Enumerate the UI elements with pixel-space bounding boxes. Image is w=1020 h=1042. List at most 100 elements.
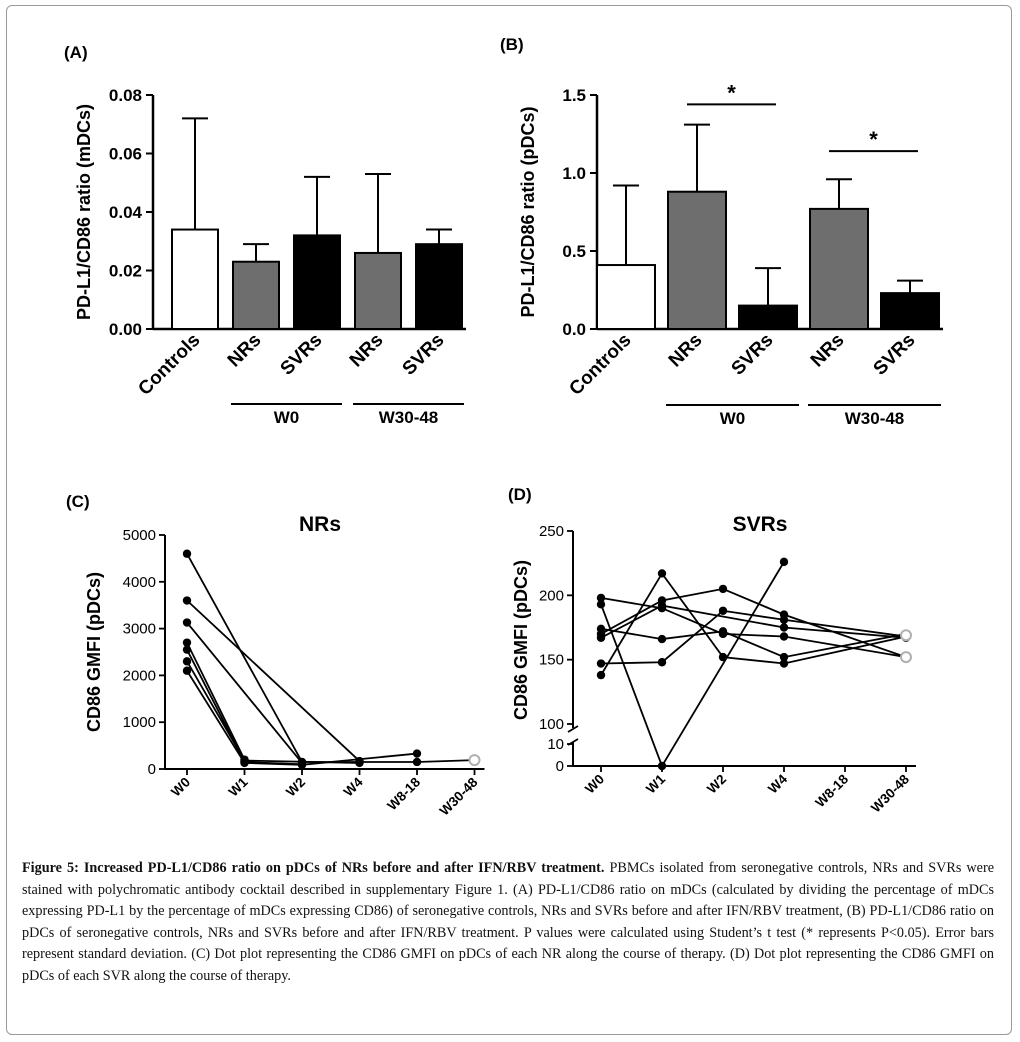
y-tick-label-1: 0.5 xyxy=(562,242,586,261)
data-point-3 xyxy=(657,634,667,644)
data-point-3 xyxy=(596,593,606,603)
series-line-2 xyxy=(186,670,418,766)
data-point-3 xyxy=(779,632,789,641)
open-marker-3 xyxy=(900,629,912,642)
group-label-1: W30-48 xyxy=(845,409,905,428)
y-tick-label-0: 0.04 xyxy=(109,203,143,222)
y-tick-label-0: 0.00 xyxy=(109,320,142,339)
x-tick-label-3: W30-48 xyxy=(868,771,912,815)
y-tick-label-3: 150 xyxy=(539,652,564,669)
data-point-3 xyxy=(657,761,667,771)
x-tick-label-3: W1 xyxy=(643,771,668,796)
y-tick-label-2: 5000 xyxy=(123,527,156,544)
x-tick-label-2: W1 xyxy=(226,774,251,799)
x-tick-label-0: NRs xyxy=(346,330,388,372)
data-point-3 xyxy=(596,670,606,680)
y-tick-label-3: 100 xyxy=(539,716,564,733)
data-point-2 xyxy=(182,618,192,627)
data-point-2 xyxy=(182,549,192,558)
bar-0 xyxy=(171,228,219,330)
data-point-3 xyxy=(779,615,789,624)
x-tick-label-0: SVRs xyxy=(277,330,327,380)
group-label-1: W0 xyxy=(720,409,746,428)
open-marker-3 xyxy=(900,651,912,664)
x-tick-label-3: W4 xyxy=(765,771,790,796)
y-tick-label-0: 0.02 xyxy=(109,262,142,281)
data-point-2 xyxy=(182,645,192,654)
bar-0 xyxy=(415,243,463,330)
data-point-3 xyxy=(718,584,728,594)
significance-star-1: * xyxy=(869,127,878,152)
y-tick-label-1: 1.0 xyxy=(562,164,586,183)
x-tick-label-1: NRs xyxy=(665,330,707,372)
x-tick-label-3: W0 xyxy=(582,772,607,797)
x-tick-label-3: W8-18 xyxy=(812,771,851,810)
data-point-3 xyxy=(718,627,728,636)
data-point-2 xyxy=(355,758,364,768)
y-axis-label-3: CD86 GMFI (pDCs) xyxy=(511,560,531,720)
series-line-2 xyxy=(186,621,303,764)
x-tick-label-1: Controls xyxy=(565,330,635,400)
series-line-2 xyxy=(186,599,361,762)
x-tick-label-3: W2 xyxy=(704,772,729,797)
data-point-3 xyxy=(779,652,789,662)
data-point-3 xyxy=(718,606,728,615)
figure-frame xyxy=(6,5,1012,1035)
y-tick-label-3: 250 xyxy=(539,523,564,540)
data-point-2 xyxy=(412,757,422,767)
panel-label-3: (D) xyxy=(508,485,532,504)
data-point-3 xyxy=(596,600,606,609)
x-tick-label-0: NRs xyxy=(224,330,266,372)
bar-1 xyxy=(596,264,656,331)
axis-break-mark-3 xyxy=(567,725,579,733)
caption-text: PBMCs isolated from seronegative control… xyxy=(22,860,994,984)
y-tick-label-2: 4000 xyxy=(123,574,156,591)
y-tick-label-2: 1000 xyxy=(123,714,156,731)
x-tick-label-2: W30-48 xyxy=(437,774,481,818)
panel-label-0: (A) xyxy=(64,43,88,62)
bar-0 xyxy=(354,251,402,330)
data-point-2 xyxy=(297,760,307,769)
x-tick-label-2: W4 xyxy=(341,774,366,799)
x-tick-label-1: SVRs xyxy=(728,330,778,380)
data-point-3 xyxy=(596,659,606,668)
data-point-3 xyxy=(779,623,789,632)
bar-1 xyxy=(880,292,940,330)
panel-label-1: (B) xyxy=(500,35,524,54)
y-axis-label-1: PD-L1/CD86 ratio (pDCs) xyxy=(518,106,538,317)
data-point-2 xyxy=(182,596,192,605)
y-tick-label-1: 0.0 xyxy=(562,320,586,339)
group-label-0: W30-48 xyxy=(379,408,439,427)
data-point-3 xyxy=(596,633,606,642)
x-tick-label-1: NRs xyxy=(807,330,849,372)
series-line-3 xyxy=(600,571,907,676)
y-tick-label-0: 0.06 xyxy=(109,145,142,164)
data-point-3 xyxy=(657,601,667,610)
data-point-2 xyxy=(412,749,422,758)
bar-1 xyxy=(667,190,727,330)
figure-caption: Figure 5: Increased PD-L1/CD86 ratio on … xyxy=(22,858,994,987)
y-tick-label-2: 3000 xyxy=(123,621,156,638)
y-tick-label-3: 200 xyxy=(539,587,564,604)
series-line-2 xyxy=(186,642,246,761)
x-tick-label-2: W8-18 xyxy=(384,774,423,813)
y-tick-label-0: 0.08 xyxy=(109,86,142,105)
open-marker-2 xyxy=(468,754,481,767)
x-tick-label-2: W2 xyxy=(283,775,308,800)
bar-0 xyxy=(293,234,341,330)
data-point-2 xyxy=(240,758,249,768)
data-point-3 xyxy=(779,557,789,567)
group-label-0: W0 xyxy=(274,408,300,427)
y-tick-label-1: 1.5 xyxy=(562,86,586,105)
x-tick-label-0: Controls xyxy=(134,330,204,400)
y-tick-label-3: 10 xyxy=(547,736,564,753)
data-point-3 xyxy=(657,569,667,578)
y-tick-label-2: 0 xyxy=(148,761,156,778)
y-tick-label-3: 0 xyxy=(556,758,564,775)
x-tick-label-0: SVRs xyxy=(399,330,449,380)
significance-star-1: * xyxy=(727,80,736,105)
data-point-3 xyxy=(779,659,789,668)
chart-title-2: NRs xyxy=(299,513,341,536)
series-line-2 xyxy=(186,649,303,766)
